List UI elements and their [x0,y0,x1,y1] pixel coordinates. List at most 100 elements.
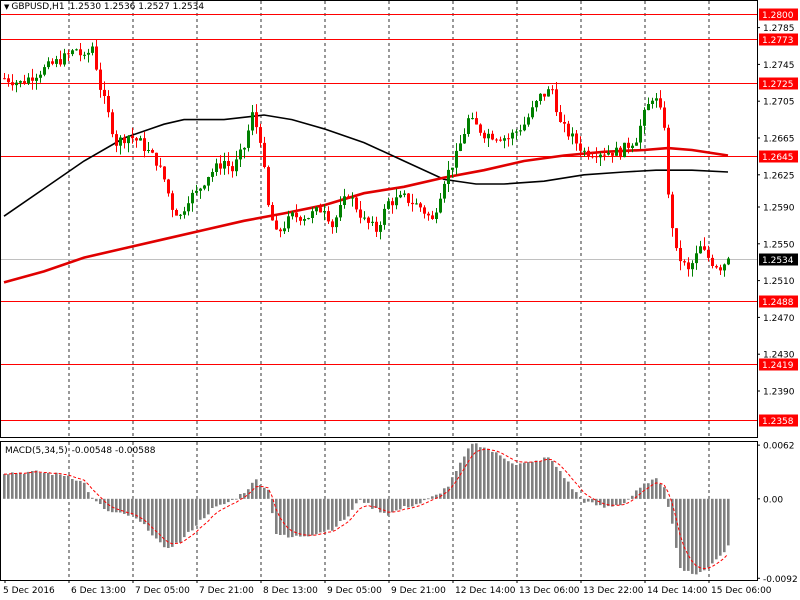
macd-bar [675,498,678,548]
candle-body-bear [591,156,594,158]
candle-body-bull [243,147,246,150]
candle-body-bull [547,89,550,97]
macd-bar [155,498,158,539]
current-price-label: 1.2534 [762,256,794,266]
candle-body-bull [179,214,182,216]
macd-bar [71,479,74,499]
candle-body-bear [59,59,62,65]
macd-bar [375,498,378,508]
level-price-box [759,33,798,46]
macd-bar [423,498,426,501]
candle-body-bull [291,212,294,217]
candle-body-bear [51,61,54,64]
macd-bar [59,474,62,499]
candle-body-bull [223,161,226,169]
y-tick-label: 1.2390 [763,388,795,398]
moving-averages [3,114,729,284]
candle-body-bear [711,257,714,266]
macd-bar [79,480,82,499]
candle-body-bull [519,130,522,132]
macd-bar [631,495,634,499]
candle-body-bull [655,98,658,101]
candle-body-bull [63,53,66,65]
candle-body-bull [615,147,618,156]
candle-body-bull [487,133,490,139]
macd-bar [99,498,102,504]
candle-body-bear [551,89,554,91]
macd-header: MACD(5,34,5) -0.00548 -0.00588 [5,446,155,456]
candle-body-bear [263,142,266,167]
macd-bar [331,498,334,531]
candle-body-bull [443,183,446,199]
candle-body-bull [55,59,58,64]
x-tick-label: 7 Dec 21:00 [199,586,254,596]
candle-body-bear [255,112,258,128]
candle-body-bear [555,89,558,113]
macd-bar [699,498,702,572]
time-axis[interactable]: 5 Dec 2016 6 Dec 13:00 7 Dec 05:00 7 Dec 21… [3,580,772,596]
macd-bar [171,498,174,547]
candle-body-bear [559,112,562,122]
macd-bar [499,455,502,499]
candle-body-bull [463,134,466,144]
candle-body-bull [459,143,462,151]
macd-bar [39,472,42,499]
macd-bar [667,498,670,507]
macd-signal-line [3,448,729,570]
candle-body-bear [683,261,686,263]
macd-bar [203,498,206,519]
macd-bar [635,490,638,499]
macd-bar [283,498,286,535]
candle-body-bear [143,138,146,151]
candle-body-bull [187,203,190,212]
macd-bar [95,498,98,502]
level-price-label: 1.2645 [762,153,794,163]
macd-bar [83,482,86,499]
candle-body-bear [703,246,706,250]
candle-body-bull [215,163,218,172]
candle-body-bear [707,249,710,258]
price-axis[interactable]: 1.2800 1.2773 1.2725 1.2645 1.2488 1.2419 1.23… [757,8,798,428]
candle-body-bull [351,197,354,199]
candle-body-bear [151,150,154,153]
macd-bar [315,498,318,535]
candle-body-bull [623,142,626,158]
macd-bar [239,494,242,499]
macd-bar [43,472,46,499]
candle-body-bear [479,124,482,133]
macd-bar [543,457,546,499]
candle-body-bear [67,53,70,55]
macd-bar [403,498,406,506]
candle-body-bull [371,221,374,223]
candle-body-bull [307,218,310,220]
candle-body-bull [607,152,610,155]
candle-body-bull [199,188,202,191]
macd-bar [123,498,126,514]
macd-y-tick-label: 0.00 [763,495,783,505]
macd-bar [195,498,198,526]
candle-body-bear [219,163,222,169]
macd-bar [287,498,290,538]
candle-body-bear [543,93,546,97]
macd-bar [299,498,302,537]
macd-bar [23,473,26,499]
macd-bar [19,472,22,499]
candle-body-bull [75,49,78,51]
candle-body-bear [135,138,138,141]
candle-body-bear [359,209,362,218]
macd-bar [255,479,258,499]
x-tick-label: 14 Dec 14:00 [647,586,708,596]
candle-body-bull [139,138,142,141]
macd-axis[interactable]: 0.0062 0.00 -0.0092 [757,442,798,585]
macd-bar [387,498,390,516]
macd-bar [111,498,114,513]
macd-bar [187,498,190,532]
dropdown-triangle-icon[interactable]: ▼ [4,3,10,11]
macd-bar [231,498,234,500]
macd-bar [559,471,562,499]
macd-bar [143,498,146,525]
macd-bar [91,497,94,499]
y-tick-label: 1.2550 [763,240,795,250]
